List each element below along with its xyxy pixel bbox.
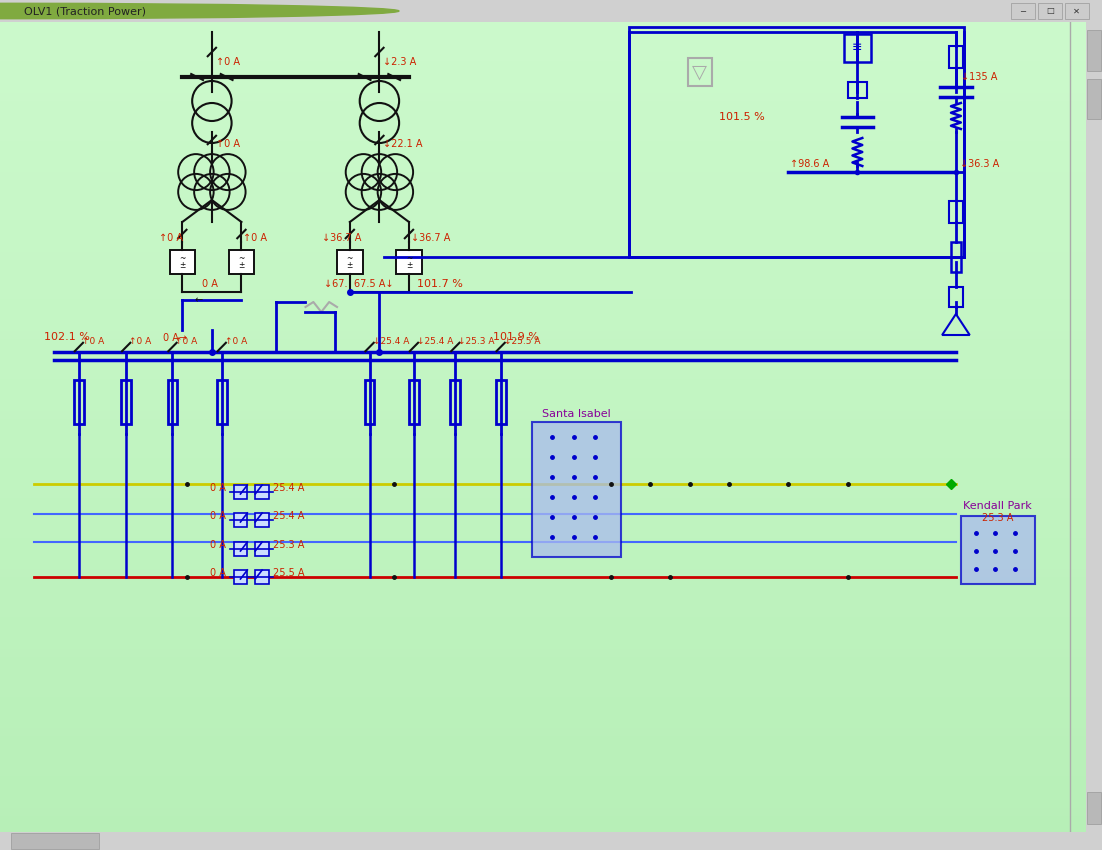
Text: ↓135 A: ↓135 A bbox=[961, 72, 997, 82]
Text: 0 A→: 0 A→ bbox=[163, 333, 186, 343]
Bar bbox=[228, 250, 255, 274]
Bar bbox=[951, 242, 961, 272]
Text: 0 A: 0 A bbox=[209, 483, 226, 493]
Text: 101.9 %: 101.9 % bbox=[493, 332, 539, 342]
Text: 25.4 A: 25.4 A bbox=[273, 483, 304, 493]
Text: 102.1 %: 102.1 % bbox=[44, 332, 90, 342]
Text: 0 A: 0 A bbox=[209, 540, 226, 550]
Bar bbox=[949, 287, 963, 307]
Text: ↓67.: ↓67. bbox=[324, 279, 348, 289]
Bar bbox=[847, 82, 867, 98]
Bar bbox=[217, 380, 227, 424]
Text: ↑0 A: ↑0 A bbox=[129, 337, 151, 347]
Bar bbox=[234, 542, 247, 556]
Text: ±: ± bbox=[347, 260, 353, 269]
Text: ~: ~ bbox=[180, 254, 185, 264]
Text: ↑0 A: ↑0 A bbox=[216, 57, 240, 67]
Text: 25.3 A: 25.3 A bbox=[982, 513, 1014, 523]
Bar bbox=[1038, 3, 1062, 20]
Text: ─: ─ bbox=[1020, 7, 1025, 15]
Text: ↑98.6 A: ↑98.6 A bbox=[790, 159, 830, 169]
Text: ↓25.3 A: ↓25.3 A bbox=[458, 337, 495, 347]
Text: ↑0 A: ↑0 A bbox=[216, 139, 240, 149]
Bar bbox=[451, 380, 461, 424]
Bar bbox=[74, 380, 84, 424]
Text: ~: ~ bbox=[406, 254, 412, 264]
Bar bbox=[409, 380, 419, 424]
Bar bbox=[532, 422, 620, 557]
Bar bbox=[121, 380, 131, 424]
Text: 25.5 A: 25.5 A bbox=[273, 568, 304, 578]
Text: ±: ± bbox=[406, 260, 412, 269]
Bar bbox=[629, 27, 964, 257]
Text: ↓36.7 A: ↓36.7 A bbox=[322, 233, 361, 243]
Text: 25.4 A: 25.4 A bbox=[273, 511, 304, 521]
Bar bbox=[234, 513, 247, 527]
Text: ↓22.1 A: ↓22.1 A bbox=[383, 139, 423, 149]
Bar bbox=[337, 250, 363, 274]
Bar bbox=[961, 516, 1035, 584]
Text: 0 A: 0 A bbox=[202, 279, 218, 289]
Bar bbox=[256, 513, 269, 527]
Bar bbox=[234, 570, 247, 584]
Text: ≡: ≡ bbox=[852, 42, 863, 54]
Bar bbox=[1065, 3, 1089, 20]
Text: Kendall Park: Kendall Park bbox=[963, 501, 1033, 511]
Text: ↑0 A: ↑0 A bbox=[244, 233, 268, 243]
Text: ↓25.5 A: ↓25.5 A bbox=[504, 337, 540, 347]
Bar bbox=[234, 485, 247, 499]
Text: ✕: ✕ bbox=[1073, 7, 1080, 15]
Bar bbox=[843, 34, 872, 62]
Text: ~: ~ bbox=[238, 254, 245, 264]
Bar bbox=[168, 380, 177, 424]
Text: ±: ± bbox=[180, 260, 185, 269]
Text: ↓25.4 A: ↓25.4 A bbox=[417, 337, 453, 347]
Bar bbox=[170, 250, 195, 274]
Text: 25.3 A: 25.3 A bbox=[273, 540, 304, 550]
Text: ↑0 A: ↑0 A bbox=[225, 337, 247, 347]
Text: 101.7 %: 101.7 % bbox=[417, 279, 463, 289]
Bar bbox=[256, 570, 269, 584]
Text: ↓36.7 A: ↓36.7 A bbox=[411, 233, 451, 243]
Bar bbox=[1087, 791, 1101, 824]
Bar bbox=[256, 542, 269, 556]
Bar bbox=[365, 380, 375, 424]
Text: OLV1 (Traction Power): OLV1 (Traction Power) bbox=[24, 7, 147, 16]
Bar bbox=[396, 250, 422, 274]
Text: 67.5 A↓: 67.5 A↓ bbox=[354, 279, 393, 289]
Bar bbox=[256, 485, 269, 499]
Text: □: □ bbox=[1046, 7, 1055, 15]
Bar bbox=[11, 833, 99, 849]
Text: 101.5 %: 101.5 % bbox=[720, 112, 765, 122]
Text: ↓2.3 A: ↓2.3 A bbox=[383, 57, 417, 67]
Text: ↑0 A: ↑0 A bbox=[175, 337, 197, 347]
Bar bbox=[949, 46, 963, 68]
Bar bbox=[496, 380, 506, 424]
Text: 0 A: 0 A bbox=[209, 568, 226, 578]
Bar bbox=[1011, 3, 1035, 20]
Text: ▽: ▽ bbox=[692, 63, 707, 82]
Bar bbox=[1087, 79, 1101, 119]
Text: 0 A: 0 A bbox=[209, 511, 226, 521]
Text: ↓36.3 A: ↓36.3 A bbox=[960, 159, 1000, 169]
Text: ↑0 A: ↑0 A bbox=[82, 337, 104, 347]
Text: Santa Isabel: Santa Isabel bbox=[542, 409, 611, 419]
Text: ~: ~ bbox=[347, 254, 353, 264]
Text: ↑0 A: ↑0 A bbox=[159, 233, 183, 243]
Text: ±: ± bbox=[238, 260, 245, 269]
Text: ←: ← bbox=[194, 295, 203, 305]
Text: ↓25.4 A: ↓25.4 A bbox=[372, 337, 409, 347]
Bar bbox=[1087, 30, 1101, 71]
Circle shape bbox=[0, 3, 399, 19]
Bar bbox=[949, 201, 963, 223]
Bar bbox=[688, 58, 712, 86]
